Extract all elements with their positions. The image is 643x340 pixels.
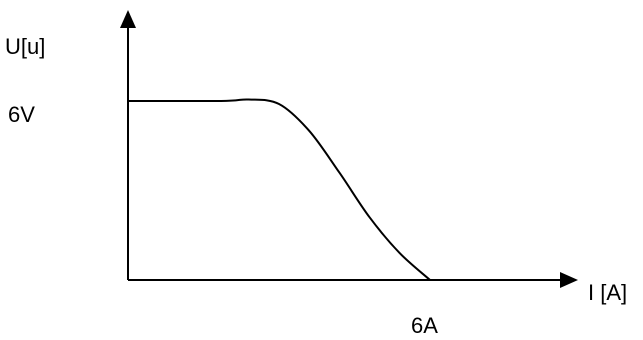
y-tick-label: 6V	[8, 102, 35, 127]
series-line	[128, 98, 431, 281]
x-axis-label: I [A]	[588, 280, 627, 305]
x-axis-arrowhead	[560, 272, 578, 288]
y-axis-arrowhead	[120, 10, 136, 28]
x-tick-label: 6A	[411, 313, 438, 338]
y-axis-label: U[u]	[5, 34, 45, 59]
